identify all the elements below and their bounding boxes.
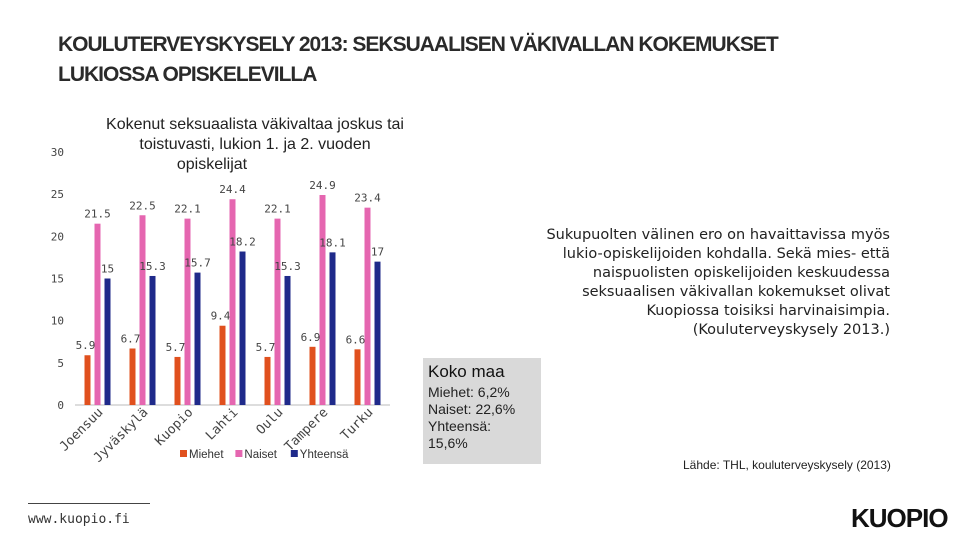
y-tick-label-0: 0	[57, 399, 64, 412]
bar-miehet-3	[219, 325, 226, 405]
bar-yhteensa-4	[284, 275, 291, 405]
koko-maa-title: Koko maa	[428, 362, 505, 381]
data-label-miehet-2: 5.7	[166, 341, 186, 354]
data-label-naiset-0: 21.5	[84, 208, 111, 221]
data-label-naiset-6: 23.4	[354, 192, 381, 205]
category-label-4: Oulu	[254, 405, 287, 438]
legend-swatch-naiset	[235, 450, 243, 457]
data-label-yhteensa-3: 18.2	[229, 236, 256, 249]
side-commentary: Sukupuolten välinen ero on havaittavissa…	[546, 227, 890, 338]
data-label-yhteensa-2: 15.7	[184, 257, 211, 270]
chart-title-line-2: toistuvasti, lukion 1. ja 2. vuoden	[139, 136, 370, 153]
data-label-miehet-3: 9.4	[211, 310, 231, 323]
bar-yhteensa-2	[194, 272, 201, 405]
category-label-5: Tampere	[282, 405, 331, 454]
y-tick-label-10: 10	[51, 315, 64, 328]
bar-miehet-2	[174, 356, 181, 405]
data-label-naiset-4: 22.1	[264, 203, 291, 216]
y-tick-label-30: 30	[51, 146, 64, 159]
bar-naiset-2	[184, 218, 191, 405]
legend-label-miehet: Miehet	[189, 449, 224, 461]
data-label-naiset-1: 22.5	[129, 199, 156, 212]
chart-title-line-1: Kokenut seksuaalista väkivaltaa joskus t…	[106, 116, 404, 133]
category-label-6: Turku	[338, 405, 376, 443]
chart-title-line-3: opiskelijat	[177, 156, 248, 173]
bar-yhteensa-5	[329, 252, 336, 405]
koko-maa-naiset: Naiset: 22,6%	[428, 401, 516, 417]
y-tick-label-20: 20	[51, 230, 64, 243]
bar-naiset-6	[364, 207, 371, 405]
y-tick-label-5: 5	[57, 357, 64, 370]
data-label-miehet-4: 5.7	[256, 341, 276, 354]
data-label-yhteensa-5: 18.1	[319, 236, 346, 249]
data-label-naiset-2: 22.1	[174, 203, 201, 216]
page-title-line-1: KOULUTERVEYSKYSELY 2013: SEKSUAALISEN VÄ…	[58, 33, 779, 56]
bar-naiset-0	[94, 223, 101, 405]
bar-yhteensa-3	[239, 251, 246, 405]
data-label-miehet-0: 5.9	[76, 339, 96, 352]
bar-naiset-3	[229, 199, 236, 405]
legend-label-yhteensa: Yhteensä	[300, 449, 349, 461]
bar-miehet-1	[129, 348, 136, 405]
category-label-2: Kuopio	[153, 405, 197, 449]
legend-swatch-miehet	[180, 450, 187, 457]
footer-url-link[interactable]: www.kuopio.fi	[28, 512, 130, 527]
bar-naiset-5	[319, 195, 326, 405]
page-title: KOULUTERVEYSKYSELY 2013: SEKSUAALISEN VÄ…	[58, 30, 898, 90]
page-title-line-2: LUKIOSSA OPISKELEVILLA	[58, 63, 317, 86]
y-tick-label-15: 15	[51, 273, 64, 286]
footer-divider	[28, 503, 150, 504]
data-label-yhteensa-4: 15.3	[274, 260, 301, 273]
bar-yhteensa-6	[374, 261, 381, 405]
bar-miehet-0	[84, 355, 91, 405]
bar-miehet-5	[309, 346, 316, 405]
bar-yhteensa-1	[149, 275, 156, 405]
koko-maa-yhteensa-value: 15,6%	[428, 435, 468, 451]
data-label-naiset-5: 24.9	[309, 179, 336, 192]
bar-chart: Kokenut seksuaalista väkivaltaa joskus t…	[51, 116, 404, 466]
data-label-miehet-6: 6.6	[346, 333, 366, 346]
data-label-miehet-5: 6.9	[301, 331, 321, 344]
koko-maa-miehet: Miehet: 6,2%	[428, 384, 510, 400]
category-label-3: Lahti	[203, 405, 241, 443]
legend-label-naiset: Naiset	[244, 449, 277, 461]
data-label-yhteensa-6: 17	[371, 246, 384, 259]
koko-maa-yhteensa-label: Yhteensä:	[428, 418, 492, 434]
bar-naiset-4	[274, 218, 281, 405]
data-label-yhteensa-1: 15.3	[139, 260, 166, 273]
y-tick-label-25: 25	[51, 188, 64, 201]
koko-maa-box: Koko maa Miehet: 6,2% Naiset: 22,6% Yhte…	[423, 358, 541, 464]
bar-miehet-4	[264, 356, 271, 405]
data-label-miehet-1: 6.7	[121, 332, 141, 345]
bar-miehet-6	[354, 349, 361, 405]
data-label-yhteensa-0: 15	[101, 263, 114, 276]
source-note: Lähde: THL, kouluterveyskysely (2013)	[683, 458, 891, 472]
kuopio-logo: KUOPIO	[851, 503, 949, 533]
bar-naiset-1	[139, 215, 146, 405]
data-label-naiset-3: 24.4	[219, 183, 246, 196]
bar-yhteensa-0	[104, 278, 111, 405]
legend-swatch-yhteensa	[290, 450, 298, 457]
